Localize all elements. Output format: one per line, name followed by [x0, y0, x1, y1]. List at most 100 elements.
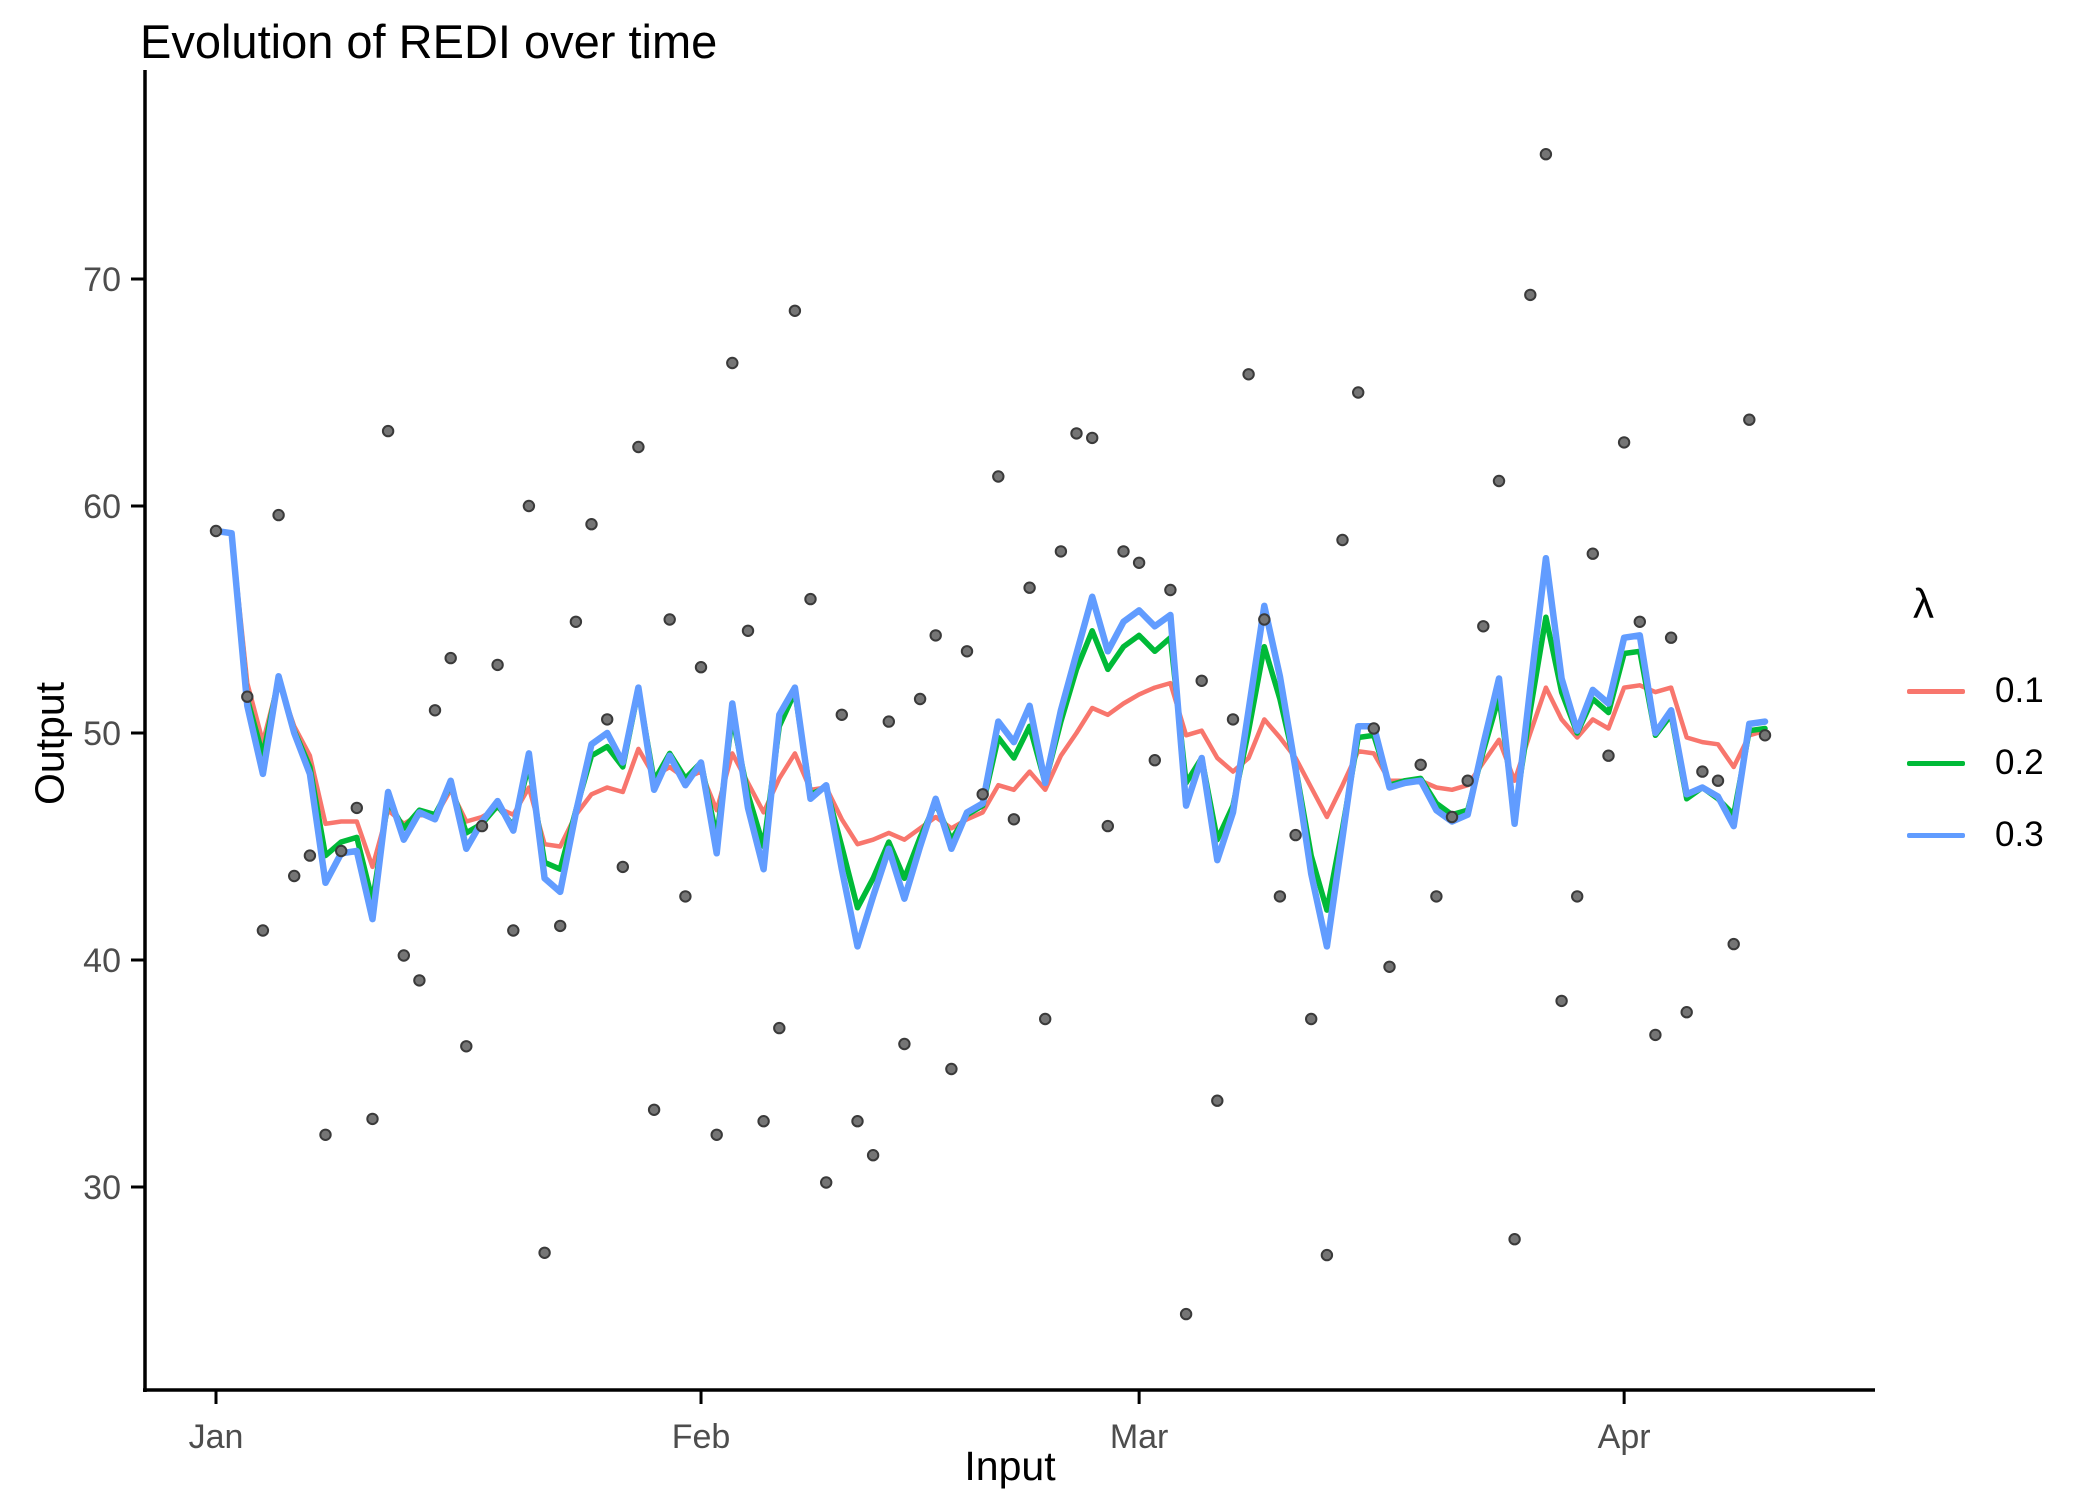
- data-point: [1727, 937, 1740, 951]
- data-point: [1743, 413, 1756, 426]
- data-point: [381, 424, 395, 438]
- data-point: [444, 651, 457, 665]
- data-point: [851, 1115, 864, 1128]
- data-point: [538, 1246, 551, 1260]
- legend-key-green: [1905, 738, 1967, 788]
- data-point: [507, 924, 520, 937]
- data-point: [1179, 1307, 1193, 1321]
- data-point: [929, 629, 942, 642]
- data-point: [1586, 547, 1600, 560]
- data-point: [1367, 722, 1381, 735]
- data-point: [569, 615, 583, 628]
- svg-text:30: 30: [83, 1169, 121, 1207]
- data-point: [976, 788, 989, 801]
- data-point: [1508, 1233, 1521, 1246]
- data-point: [1132, 556, 1146, 569]
- data-point: [726, 356, 739, 370]
- data-point: [960, 645, 974, 658]
- data-point: [1195, 674, 1208, 687]
- data-point: [1680, 1006, 1693, 1019]
- data-point: [835, 708, 848, 721]
- data-point: [1054, 545, 1068, 558]
- data-point: [1289, 828, 1302, 842]
- legend-item-0-2: 0.2: [1905, 738, 2095, 788]
- data-point: [1524, 288, 1537, 302]
- legend-label: 0.3: [1995, 815, 2044, 854]
- y-axis-title: Output: [26, 681, 73, 806]
- data-point: [757, 1115, 770, 1128]
- svg-text:Feb: Feb: [672, 1418, 731, 1456]
- legend-item-0-3: 0.3: [1905, 810, 2095, 860]
- data-point: [585, 518, 598, 531]
- data-point: [992, 470, 1005, 483]
- data-point: [1477, 620, 1490, 633]
- data-point: [1242, 368, 1255, 381]
- chart-title: Evolution of REDI over time: [140, 15, 718, 68]
- data-point: [882, 715, 895, 728]
- data-point: [804, 592, 817, 606]
- data-point: [1226, 713, 1240, 726]
- data-point: [288, 869, 301, 883]
- data-point: [694, 661, 708, 674]
- data-point: [1305, 1012, 1318, 1026]
- svg-text:70: 70: [83, 261, 121, 299]
- data-point: [460, 1040, 473, 1053]
- data-point: [820, 1176, 833, 1189]
- data-point: [866, 1149, 880, 1162]
- data-point: [1633, 615, 1647, 628]
- svg-text:40: 40: [83, 942, 121, 980]
- data-point: [788, 304, 802, 317]
- data-point: [303, 849, 317, 862]
- data-point: [1414, 758, 1427, 771]
- data-point: [1445, 810, 1459, 824]
- data-point: [1070, 427, 1083, 440]
- data-point: [209, 524, 223, 538]
- data-point: [1336, 533, 1349, 547]
- data-point: [1539, 148, 1553, 161]
- data-point: [663, 613, 676, 626]
- data-point: [397, 949, 410, 962]
- line-lambda-0.3: [212, 527, 1769, 950]
- green-line-swatch-icon: [1907, 760, 1965, 766]
- data-point: [1571, 890, 1584, 903]
- data-point: [1320, 1248, 1334, 1262]
- data-point: [1492, 474, 1506, 488]
- data-point: [741, 624, 755, 637]
- data-point: [1758, 729, 1772, 742]
- data-point: [491, 658, 504, 672]
- data-point: [1383, 960, 1396, 973]
- red-line-swatch-icon: [1907, 688, 1965, 694]
- data-point: [350, 801, 363, 815]
- svg-text:Jan: Jan: [189, 1418, 244, 1456]
- data-point: [1461, 774, 1474, 787]
- data-point: [335, 844, 348, 858]
- data-point: [1430, 890, 1443, 903]
- data-point: [272, 508, 285, 522]
- data-point: [913, 692, 927, 706]
- data-point: [256, 924, 270, 937]
- data-point: [1148, 754, 1162, 767]
- data-point: [647, 1103, 661, 1117]
- data-point: [1164, 583, 1177, 597]
- data-point: [601, 713, 614, 726]
- data-point: [773, 1021, 786, 1035]
- legend-key-red: [1905, 666, 1967, 716]
- data-point: [1086, 431, 1099, 445]
- data-point: [1649, 1028, 1662, 1042]
- data-point: [1101, 819, 1115, 833]
- data-point: [1039, 1012, 1052, 1026]
- data-point: [679, 890, 692, 903]
- x-axis-title: Input: [964, 1443, 1056, 1489]
- svg-text:50: 50: [83, 715, 121, 753]
- legend-label: 0.1: [1995, 671, 2044, 710]
- data-point: [1711, 774, 1725, 787]
- data-point: [710, 1128, 723, 1142]
- legend-title: λ: [1913, 580, 1934, 627]
- data-point: [945, 1062, 958, 1076]
- data-point: [1696, 765, 1709, 778]
- data-point: [632, 440, 645, 454]
- data-point: [522, 499, 536, 513]
- data-point: [1007, 813, 1021, 826]
